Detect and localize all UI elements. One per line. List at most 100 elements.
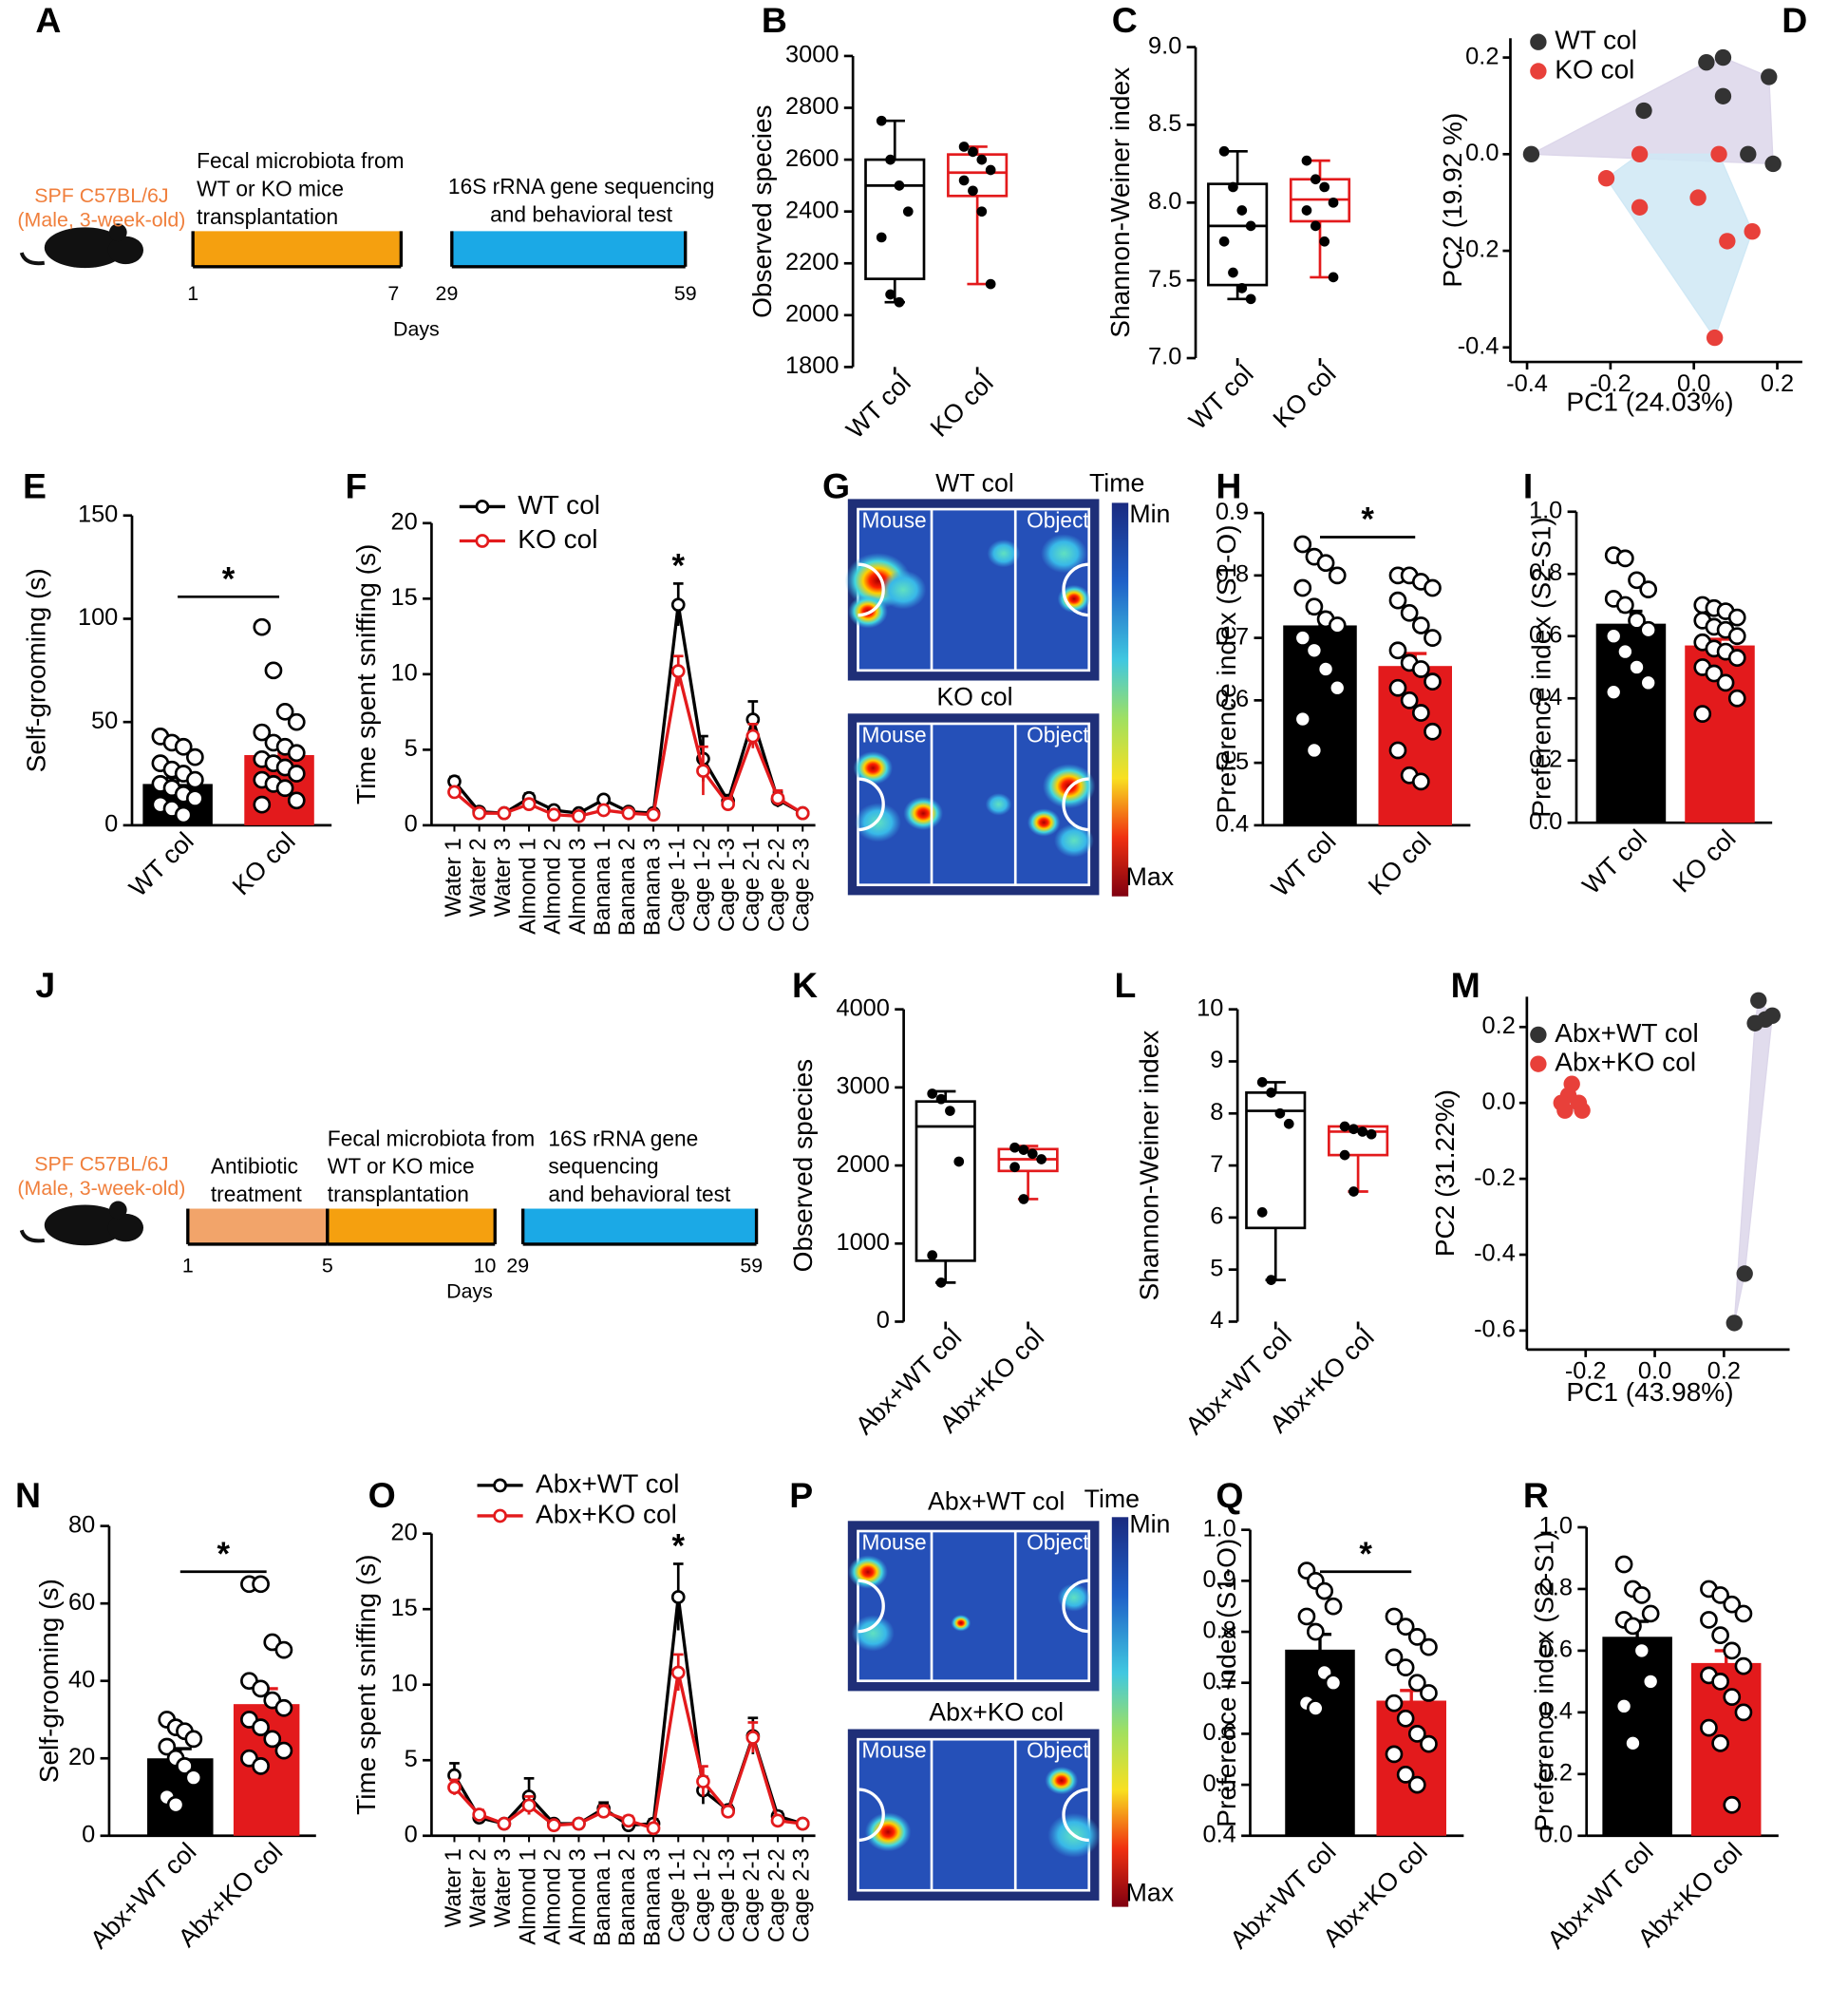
legend-marker	[475, 534, 490, 548]
data-point	[670, 664, 686, 679]
y-tick-label: 6	[1210, 1203, 1223, 1230]
x-tick-label: Cage 2-2	[764, 838, 789, 932]
data-point	[1719, 233, 1736, 250]
series-line	[453, 671, 804, 819]
data-point	[1306, 1622, 1325, 1641]
x-tick-label: Cage 1-2	[689, 1848, 715, 1942]
x-tick-label: Almond 1	[515, 838, 540, 935]
y-tick-label: 0.6	[1529, 621, 1562, 648]
mouse-icon	[19, 252, 46, 266]
y-tick-label: -0.6	[1474, 1316, 1516, 1343]
y-tick-label: 0.2	[1482, 1012, 1516, 1039]
data-point	[1705, 664, 1724, 683]
data-point	[885, 154, 896, 165]
heat-blob	[1042, 764, 1096, 809]
data-point	[1597, 170, 1615, 187]
data-point	[1245, 293, 1256, 305]
data-point	[253, 723, 272, 742]
data-point	[1283, 1118, 1294, 1129]
x-tick-label: 0.0	[1677, 370, 1710, 397]
data-point	[1635, 102, 1652, 120]
data-point	[1236, 283, 1248, 293]
x-tick-label: WT col	[1266, 826, 1342, 902]
data-point	[696, 764, 710, 778]
data-point	[1639, 673, 1658, 692]
panel-letter: L	[1114, 965, 1136, 1005]
x-tick-label: Almond 3	[565, 838, 591, 935]
data-point	[1727, 608, 1746, 627]
data-point	[1556, 1102, 1574, 1119]
data-point	[1411, 772, 1430, 791]
data-point	[1411, 660, 1430, 678]
data-point	[1385, 1607, 1404, 1626]
x-tick-label: Cage 2-1	[739, 838, 764, 932]
y-tick-label: 5	[1210, 1255, 1223, 1281]
x-tick-label: WT col	[1183, 359, 1259, 435]
legend-marker	[493, 1478, 507, 1493]
segment-label: and behavioral test	[490, 201, 673, 226]
y-axis-label: Time spent sniffing (s)	[351, 544, 381, 804]
data-point	[1411, 704, 1430, 722]
data-point	[1632, 1641, 1651, 1660]
data-point	[1628, 571, 1646, 590]
y-tick-label: 0.6	[1216, 686, 1249, 712]
y-tick-label: 0.8	[1529, 559, 1562, 586]
data-point	[1727, 627, 1746, 646]
y-axis-label: Preference index (S1-O)	[1212, 1539, 1241, 1827]
segment-label: Fecal microbiota from	[328, 1126, 535, 1150]
data-point	[894, 296, 905, 308]
data-point	[1348, 1186, 1359, 1197]
data-point	[1388, 591, 1407, 610]
panel-letter: H	[1216, 466, 1241, 506]
mouse-icon	[107, 236, 144, 265]
legend-marker	[1530, 33, 1547, 50]
legend-label: Abx+WT col	[1555, 1018, 1698, 1048]
data-point	[1723, 1641, 1742, 1660]
data-point	[1396, 1658, 1415, 1676]
data-point	[472, 1807, 487, 1822]
segment-label: WT or KO mice	[328, 1154, 475, 1179]
y-tick-label: 20	[68, 1744, 95, 1770]
y-tick-label: 0.0	[1465, 140, 1499, 166]
data-point	[976, 154, 988, 165]
data-point	[1218, 145, 1230, 157]
segment-label: 16S rRNA gene	[548, 1126, 698, 1150]
y-tick-label: 20	[390, 508, 417, 535]
x-tick-label: Banana 1	[590, 1848, 615, 1946]
x-tick-label: Banana 2	[614, 838, 640, 936]
data-point	[1018, 1145, 1029, 1155]
colorbar	[1111, 502, 1129, 897]
day-label: 10	[474, 1255, 497, 1277]
data-point	[1641, 1673, 1660, 1691]
y-tick-label: 20	[390, 1519, 417, 1545]
data-point	[1420, 1734, 1438, 1753]
y-tick-label: 0.0	[1529, 808, 1562, 835]
panel-letter: K	[792, 965, 818, 1005]
data-point	[745, 729, 761, 744]
y-tick-label: -0.4	[1474, 1240, 1516, 1267]
y-axis-label: Shannon-Weiner index	[1105, 67, 1135, 338]
x-tick-label: 0.0	[1638, 1358, 1671, 1385]
data-point	[1256, 1207, 1268, 1218]
data-point	[770, 790, 785, 805]
data-point	[1009, 1162, 1020, 1173]
subject-label: SPF C57BL/6J	[34, 184, 168, 207]
data-point	[1750, 992, 1767, 1010]
data-point	[1700, 1611, 1718, 1629]
y-axis-label: Observed species	[747, 104, 777, 318]
box	[864, 158, 926, 280]
data-point	[1744, 223, 1761, 240]
x-tick-label: WT col	[1576, 824, 1652, 900]
data-point	[621, 805, 636, 821]
data-point	[1319, 181, 1330, 193]
data-point	[287, 744, 306, 763]
data-point	[1604, 627, 1623, 646]
y-tick-label: 1000	[836, 1229, 889, 1256]
cage	[1062, 1579, 1089, 1634]
data-point	[1411, 616, 1430, 634]
y-tick-label: 150	[78, 501, 118, 527]
significance-label: *	[671, 549, 685, 585]
x-tick-label: Water 1	[441, 838, 466, 917]
